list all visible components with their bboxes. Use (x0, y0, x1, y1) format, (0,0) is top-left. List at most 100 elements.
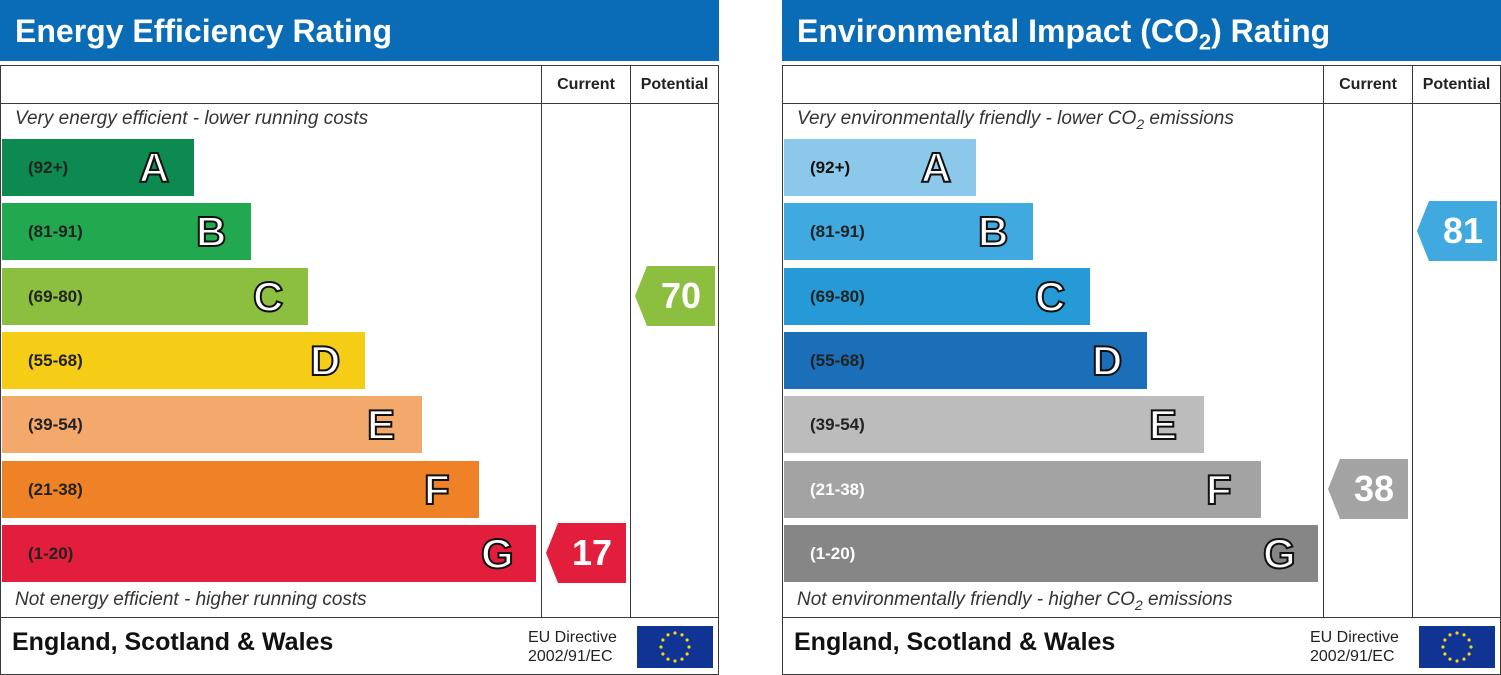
energy-potential-marker: 70 (635, 266, 715, 326)
co2-band-range: (55-68) (810, 351, 865, 370)
eu-star (687, 645, 691, 649)
eu-star (661, 652, 665, 656)
co2-band-letter: C (1034, 272, 1066, 321)
energy-band-range: (39-54) (28, 415, 83, 434)
co2-col-divider-2 (1412, 66, 1413, 617)
energy-col-potential: Potential (640, 76, 709, 93)
co2-potential-marker-value: 81 (1442, 210, 1484, 251)
energy-current-marker: 17 (546, 523, 626, 583)
co2-band-c: (69-80) C (784, 268, 1090, 325)
energy-efficiency-panel: Energy Efficiency Rating Current Potenti… (0, 0, 719, 675)
eu-star (673, 659, 677, 663)
eu-star (666, 633, 670, 637)
energy-band-b: (81-91) B (2, 203, 251, 260)
energy-potential-marker-arrow (635, 266, 715, 326)
co2-band-letter: B (977, 207, 1009, 256)
eu-flag-icon (637, 626, 713, 668)
co2-current-marker: 38 (1328, 459, 1408, 519)
eu-stars (659, 631, 691, 663)
co2-band-a: (92+) A (784, 139, 976, 196)
energy-footer-country: England, Scotland & Wales (12, 628, 334, 656)
energy-band-g: (1-20) G (2, 525, 536, 582)
energy-col-current: Current (557, 76, 615, 93)
eu-star (1441, 645, 1445, 649)
co2-header-divider (783, 103, 1500, 104)
eu-star (1469, 645, 1473, 649)
eu-star (1455, 659, 1459, 663)
eu-star (1443, 638, 1447, 642)
co2-directive-line-2: 2002/91/EC (1310, 648, 1395, 665)
co2-band-range: (69-80) (810, 287, 865, 306)
eu-star (685, 638, 689, 642)
co2-bottom-caption: Not environmentally friendly - higher CO… (797, 589, 1233, 613)
energy-footer-divider (1, 617, 718, 618)
co2-header: Environmental Impact (CO2) Rating (782, 0, 1501, 61)
co2-footer-directive: EU Directive 2002/91/EC (1310, 628, 1399, 666)
energy-band-c: (69-80) C (2, 268, 308, 325)
energy-band-f: (21-38) F (2, 461, 479, 518)
energy-band-letter: B (195, 207, 227, 256)
eu-star (1467, 638, 1471, 642)
energy-chart-box: Current Potential Very energy efficient … (0, 65, 719, 675)
energy-header-divider (1, 103, 718, 104)
co2-title: Environmental Impact (CO2) Rating (797, 13, 1331, 55)
energy-band-letter: D (309, 336, 341, 385)
eu-star (680, 633, 684, 637)
co2-band-range: (39-54) (810, 415, 865, 434)
co2-footer-country: England, Scotland & Wales (794, 628, 1116, 656)
co2-potential-marker: 81 (1417, 201, 1497, 261)
co2-potential-marker-arrow (1417, 201, 1497, 261)
eu-star (1448, 633, 1452, 637)
co2-current-marker-arrow (1328, 459, 1408, 519)
eu-star (1448, 657, 1452, 661)
energy-band-letter: A (138, 143, 170, 192)
energy-band-range: (1-20) (28, 544, 74, 563)
eu-star (1462, 633, 1466, 637)
co2-band-letter: A (920, 143, 952, 192)
energy-band-e: (39-54) E (2, 396, 422, 453)
energy-band-range: (55-68) (28, 351, 83, 370)
energy-directive-line-1: EU Directive (528, 629, 617, 646)
co2-directive-line-1: EU Directive (1310, 629, 1399, 646)
energy-bottom-caption: Not energy efficient - higher running co… (15, 589, 367, 610)
energy-band-letter: F (423, 465, 451, 514)
eu-star (673, 631, 677, 635)
energy-band-range: (69-80) (28, 287, 83, 306)
eu-flag-icon (1419, 626, 1495, 668)
co2-band-range: (21-38) (810, 480, 865, 499)
co2-band-e: (39-54) E (784, 396, 1204, 453)
co2-chart-box: Current Potential Very environmentally f… (782, 65, 1501, 675)
co2-band-range: (92+) (810, 158, 851, 177)
energy-top-caption: Very energy efficient - lower running co… (15, 108, 369, 129)
energy-band-letter: E (366, 400, 396, 449)
energy-band-letter: G (480, 529, 515, 578)
energy-band-a: (92+) A (2, 139, 194, 196)
co2-band-d: (55-68) D (784, 332, 1147, 389)
eu-stars (1441, 631, 1473, 663)
co2-col-divider-1 (1323, 66, 1324, 617)
co2-band-range: (1-20) (810, 544, 856, 563)
eu-star (661, 638, 665, 642)
energy-band-range: (81-91) (28, 222, 83, 241)
eu-star (685, 652, 689, 656)
co2-band-g: (1-20) G (784, 525, 1318, 582)
eu-star (1467, 652, 1471, 656)
co2-col-potential: Potential (1422, 76, 1491, 93)
energy-footer-directive: EU Directive 2002/91/EC (528, 628, 617, 666)
eu-star (1462, 657, 1466, 661)
eu-star (680, 657, 684, 661)
eu-star (1455, 631, 1459, 635)
environmental-impact-panel: Environmental Impact (CO2) Rating Curren… (782, 0, 1501, 675)
co2-band-letter: D (1091, 336, 1123, 385)
eu-star (1443, 652, 1447, 656)
energy-band-range: (21-38) (28, 480, 83, 499)
energy-title: Energy Efficiency Rating (15, 13, 392, 49)
energy-current-marker-value: 17 (571, 532, 613, 573)
co2-footer-divider (783, 617, 1500, 618)
energy-band-d: (55-68) D (2, 332, 365, 389)
energy-col-divider-1 (541, 66, 542, 617)
co2-band-range: (81-91) (810, 222, 865, 241)
energy-current-marker-arrow (546, 523, 626, 583)
energy-band-range: (92+) (28, 158, 69, 177)
co2-col-current: Current (1339, 76, 1397, 93)
